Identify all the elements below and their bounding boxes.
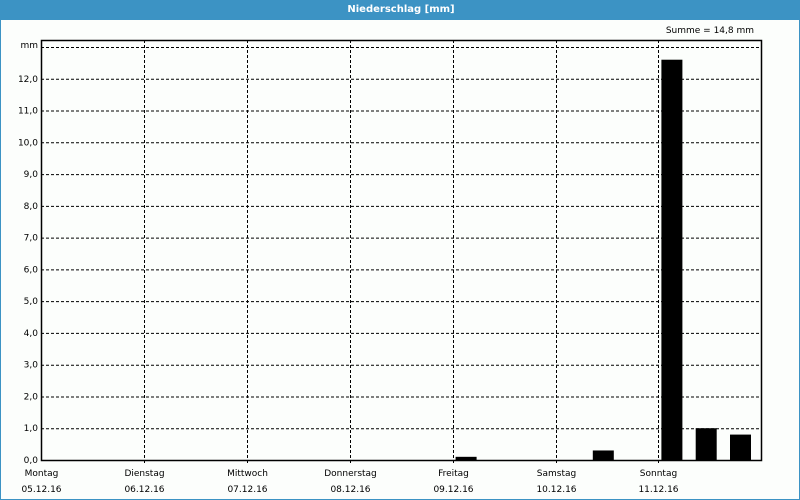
sum-label: Summe = 14,8 mm xyxy=(665,26,754,36)
precip-bar xyxy=(695,428,717,460)
x-tick-weekday: Montag xyxy=(25,469,59,479)
y-tick-label: 6,0 xyxy=(24,265,39,275)
x-tick-date: 10.12.16 xyxy=(536,485,576,495)
chart-title: Niederschlag [mm] xyxy=(1,0,800,20)
y-tick-label: 1,0 xyxy=(24,424,39,434)
y-axis-unit: mm xyxy=(20,41,38,51)
x-tick-weekday: Sonntag xyxy=(640,469,677,479)
x-tick-weekday: Samstag xyxy=(537,469,576,479)
y-tick-label: 4,0 xyxy=(24,329,39,339)
x-tick-weekday: Donnerstag xyxy=(324,469,377,479)
x-tick-weekday: Freitag xyxy=(438,469,469,479)
plot-frame xyxy=(40,39,763,462)
precip-bar xyxy=(730,434,751,460)
y-tick-label: 7,0 xyxy=(24,234,39,244)
x-tick-weekday: Dienstag xyxy=(124,469,164,479)
y-tick-label: 9,0 xyxy=(24,170,39,180)
x-tick-date: 05.12.16 xyxy=(21,485,61,495)
precip-bar xyxy=(661,59,683,460)
y-tick-label: 2,0 xyxy=(24,392,39,402)
x-tick-date: 08.12.16 xyxy=(330,485,370,495)
precip-bar xyxy=(455,456,477,460)
y-tick-label: 11,0 xyxy=(18,107,38,117)
y-tick-label: 0,0 xyxy=(24,456,39,466)
x-tick-date: 06.12.16 xyxy=(124,485,164,495)
x-tick-date: 11.12.16 xyxy=(638,485,678,495)
x-tick-weekday: Mittwoch xyxy=(227,469,268,479)
y-tick-label: 3,0 xyxy=(24,361,39,371)
y-tick-label: 8,0 xyxy=(24,202,39,212)
y-tick-label: 5,0 xyxy=(24,297,39,307)
x-tick-date: 07.12.16 xyxy=(227,485,267,495)
y-tick-label: 10,0 xyxy=(18,138,38,148)
precip-bar xyxy=(592,450,614,460)
x-tick-date: 09.12.16 xyxy=(433,485,473,495)
y-tick-label: 12,0 xyxy=(18,75,38,85)
